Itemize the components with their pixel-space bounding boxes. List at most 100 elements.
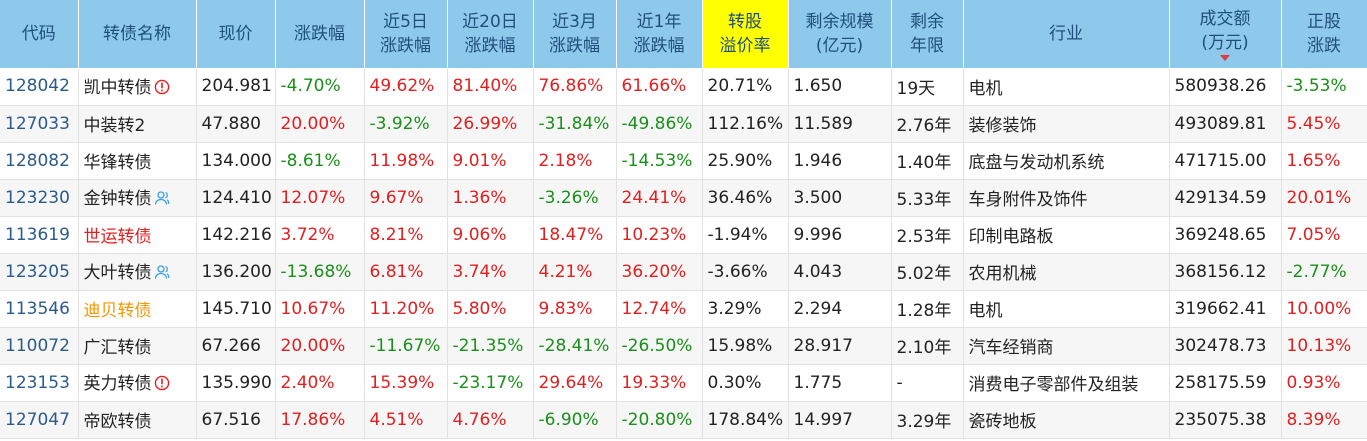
cell-d5: 11.98%	[364, 142, 448, 180]
cell-name[interactable]: 中装转2	[78, 105, 197, 143]
cell-d5: -3.92%	[364, 105, 448, 143]
column-header-d20[interactable]: 近20日 涨跌幅	[447, 0, 534, 68]
column-header-years[interactable]: 剩余 年限	[891, 0, 964, 68]
cell-name[interactable]: 凯中转债	[78, 68, 197, 106]
bond-name[interactable]: 金钟转债	[83, 189, 152, 209]
table-row[interactable]: 113619 世运转债 142.216 3.72% 8.21% 9.06% 18.47% 10…	[0, 216, 1367, 254]
table-row[interactable]: 123205 大叶转债 136.200 -13.68% 6.81% 3.74% 4.21% 3…	[0, 253, 1367, 291]
sort-desc-icon[interactable]	[1220, 55, 1230, 61]
cell-scale: 1.650	[788, 68, 892, 106]
bond-name[interactable]: 迪贝转债	[83, 301, 152, 321]
table-row[interactable]: 113546 迪贝转债 145.710 10.67% 11.20% 5.80% 9.83% 1…	[0, 290, 1367, 328]
cell-code[interactable]: 113619	[0, 216, 79, 254]
cell-scale: 3.500	[788, 179, 892, 217]
column-header-label: (万元)	[1201, 33, 1249, 53]
table-row[interactable]: 110072 广汇转债 67.266 20.00% -11.67% -21.35% -28.…	[0, 327, 1367, 365]
column-header-volume[interactable]: 成交额 (万元)	[1169, 0, 1282, 68]
column-header-y1[interactable]: 近1年涨跌幅	[616, 0, 703, 68]
cell-m3: -28.41%	[533, 327, 617, 365]
cell-volume: 429134.59	[1169, 179, 1282, 217]
table-body: 128042 凯中转债 204.981 -4.70% 49.62% 81.40% 76.86…	[0, 68, 1367, 439]
column-header-industry[interactable]: 行业	[963, 0, 1170, 68]
column-header-label: 涨跌幅	[633, 36, 685, 56]
cell-stock: 0.93%	[1281, 364, 1367, 402]
bond-name[interactable]: 大叶转债	[83, 263, 152, 283]
cell-price: 136.200	[196, 253, 276, 291]
table-row[interactable]: 127033 中装转2 47.880 20.00% -3.92% 26.99% -31.84…	[0, 105, 1367, 143]
column-header-scale[interactable]: 剩余规模 (亿元)	[788, 0, 892, 68]
cell-name[interactable]: 英力转债	[78, 364, 197, 402]
table-row[interactable]: 123153 英力转债 135.990 2.40% 15.39% -23.17% 29.64…	[0, 364, 1367, 402]
cell-price: 124.410	[196, 179, 276, 217]
cell-premium: 3.29%	[702, 290, 789, 328]
cell-name[interactable]: 大叶转债	[78, 253, 197, 291]
cell-name[interactable]: 迪贝转债	[78, 290, 197, 328]
column-header-name[interactable]: 转债名称	[78, 0, 197, 68]
column-header-premium[interactable]: 转股 溢价率	[702, 0, 789, 68]
header-row: 代码 转债名称 现价 涨跌幅 近5日 涨跌幅 近20日 涨跌幅 近3月 涨跌幅 近1年 涨跌幅 转股 溢价…	[0, 0, 1367, 68]
column-header-label: 代码	[21, 24, 56, 44]
table-row[interactable]: 128082 华锋转债 134.000 -8.61% 11.98% 9.01% 2.18% -…	[0, 142, 1367, 180]
column-header-label: 正股	[1307, 12, 1341, 32]
column-header-label: 近3月	[552, 12, 597, 32]
table-row[interactable]: 123230 金钟转债 124.410 12.07% 9.67% 1.36% -3.26% 2…	[0, 179, 1367, 217]
cell-name[interactable]: 华锋转债	[78, 142, 197, 180]
cell-code[interactable]: 110072	[0, 327, 79, 365]
cell-scale: 28.917	[788, 327, 892, 365]
bond-name[interactable]: 广汇转债	[83, 338, 152, 358]
cell-premium: 36.46%	[702, 179, 789, 217]
cell-chg: 17.86%	[275, 401, 365, 439]
cell-name[interactable]: 金钟转债	[78, 179, 197, 217]
cell-years: 5.02年	[891, 253, 964, 291]
cell-scale: 1.775	[788, 364, 892, 402]
table-row[interactable]: 127047 帝欧转债 67.516 17.86% 4.51% 4.76% -6.90% -2…	[0, 401, 1367, 439]
bond-name[interactable]: 世运转债	[83, 227, 152, 247]
cell-stock: -3.53%	[1281, 68, 1367, 106]
column-header-label: 近5日	[383, 12, 428, 32]
cell-years: 1.28年	[891, 290, 964, 328]
cell-premium: 15.98%	[702, 327, 789, 365]
cell-code[interactable]: 128042	[0, 68, 79, 106]
cell-volume: 368156.12	[1169, 253, 1282, 291]
cell-name[interactable]: 广汇转债	[78, 327, 197, 365]
cell-chg: 12.07%	[275, 179, 365, 217]
column-header-code[interactable]: 代码	[0, 0, 79, 68]
bond-name[interactable]: 中装转2	[83, 116, 146, 136]
cell-industry: 底盘与发动机系统	[963, 142, 1170, 180]
cell-code[interactable]: 128082	[0, 142, 79, 180]
cell-code[interactable]: 127047	[0, 401, 79, 439]
cell-d20: 9.01%	[447, 142, 534, 180]
cell-stock: 1.65%	[1281, 142, 1367, 180]
cell-price: 67.266	[196, 327, 276, 365]
cell-price: 134.000	[196, 142, 276, 180]
cell-code[interactable]: 113546	[0, 290, 79, 328]
cell-name[interactable]: 世运转债	[78, 216, 197, 254]
column-header-price[interactable]: 现价	[196, 0, 276, 68]
table-row[interactable]: 128042 凯中转债 204.981 -4.70% 49.62% 81.40% 76.86…	[0, 68, 1367, 106]
cell-code[interactable]: 123205	[0, 253, 79, 291]
cell-volume: 493089.81	[1169, 105, 1282, 143]
bond-name[interactable]: 凯中转债	[83, 77, 152, 98]
cell-y1: 19.33%	[616, 364, 703, 402]
column-header-m3[interactable]: 近3月 涨跌幅	[533, 0, 617, 68]
cell-premium: 25.90%	[702, 142, 789, 180]
cell-code[interactable]: 127033	[0, 105, 79, 143]
cell-stock: 8.39%	[1281, 401, 1367, 439]
cell-chg: -13.68%	[275, 253, 365, 291]
cell-code[interactable]: 123153	[0, 364, 79, 402]
column-header-d5[interactable]: 近5日涨跌幅	[364, 0, 448, 68]
column-header-chg[interactable]: 涨跌幅	[275, 0, 365, 68]
column-header-label: 近1年	[636, 12, 682, 32]
cell-m3: 18.47%	[533, 216, 617, 254]
bond-name[interactable]: 帝欧转债	[83, 412, 152, 432]
cell-industry: 电机	[963, 68, 1170, 106]
cell-premium: 178.84%	[702, 401, 789, 439]
cell-years: 5.33年	[891, 179, 964, 217]
cell-code[interactable]: 123230	[0, 179, 79, 217]
bond-name[interactable]: 华锋转债	[83, 153, 152, 173]
column-header-label: 涨跌幅	[380, 36, 431, 56]
cell-name[interactable]: 帝欧转债	[78, 401, 197, 439]
column-header-label: (亿元)	[815, 36, 864, 56]
column-header-stock[interactable]: 正股 涨跌	[1281, 0, 1367, 68]
bond-name[interactable]: 英力转债	[83, 374, 152, 394]
